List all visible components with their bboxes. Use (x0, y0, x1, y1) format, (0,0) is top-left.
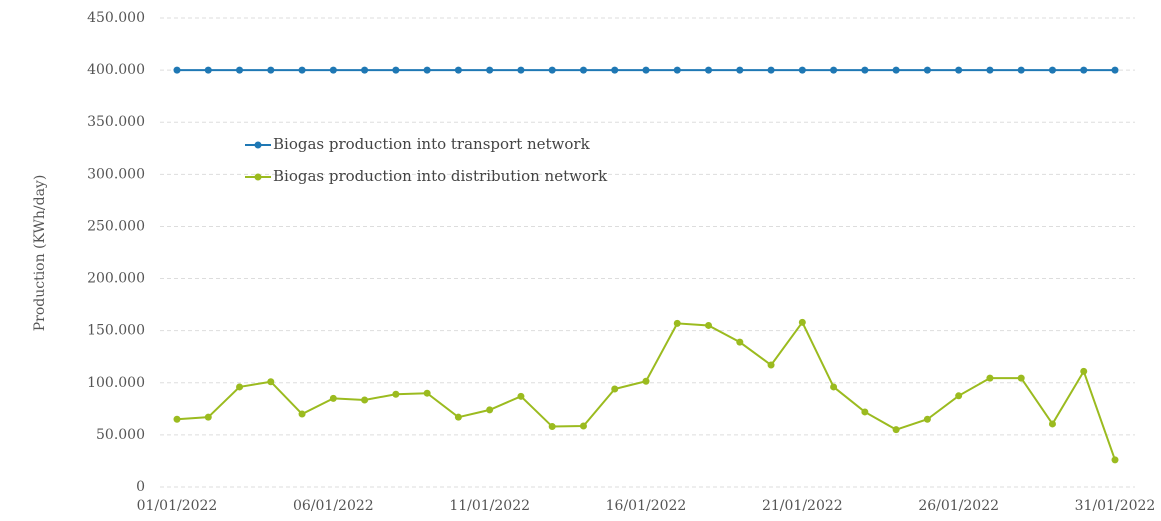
data-point (204, 413, 212, 421)
data-point (267, 66, 275, 74)
data-point (611, 66, 619, 74)
data-point (986, 66, 994, 74)
y-tick-label: 50.000 (96, 427, 145, 443)
data-point (830, 66, 838, 74)
data-point (1048, 420, 1056, 428)
data-point (861, 66, 869, 74)
data-point (579, 422, 587, 430)
data-point (736, 338, 744, 346)
data-point (705, 321, 713, 329)
data-point (548, 66, 556, 74)
data-point (548, 423, 556, 431)
data-point (392, 390, 400, 398)
data-point (673, 319, 681, 327)
data-point (767, 361, 775, 369)
y-tick-label: 100.000 (87, 375, 145, 391)
data-point (767, 66, 775, 74)
x-tick-label: 11/01/2022 (449, 498, 530, 514)
data-point (361, 396, 369, 404)
y-tick-label: 250.000 (87, 218, 145, 234)
x-tick-label: 01/01/2022 (137, 498, 218, 514)
data-point (517, 66, 525, 74)
data-point (486, 406, 494, 414)
data-point (1048, 66, 1056, 74)
data-point (1111, 456, 1119, 464)
data-point (298, 66, 306, 74)
data-point (204, 66, 212, 74)
y-tick-label: 200.000 (87, 271, 145, 287)
data-point (830, 383, 838, 391)
data-point (173, 66, 181, 74)
data-point (923, 66, 931, 74)
data-point (736, 66, 744, 74)
data-point (986, 374, 994, 382)
data-point (705, 66, 713, 74)
legend-marker (254, 141, 262, 149)
data-point (955, 392, 963, 400)
data-point (1080, 367, 1088, 375)
data-point (642, 377, 650, 385)
data-point (642, 66, 650, 74)
data-point (173, 415, 181, 423)
data-point (892, 426, 900, 434)
data-point (329, 66, 337, 74)
data-point (798, 318, 806, 326)
data-point (329, 394, 337, 402)
data-point (861, 408, 869, 416)
data-point (298, 410, 306, 418)
x-tick-label: 16/01/2022 (606, 498, 687, 514)
y-tick-label: 400.000 (87, 62, 145, 78)
data-point (423, 66, 431, 74)
data-point (1017, 374, 1025, 382)
x-tick-label: 31/01/2022 (1075, 498, 1156, 514)
data-point (1111, 66, 1119, 74)
data-point (517, 392, 525, 400)
data-point (236, 66, 244, 74)
data-point (1080, 66, 1088, 74)
y-tick-label: 150.000 (87, 323, 145, 339)
data-point (454, 66, 462, 74)
series-line (176, 320, 1116, 461)
data-point (454, 413, 462, 421)
y-tick-label: 450.000 (87, 10, 145, 26)
legend-marker (254, 173, 262, 181)
data-point (955, 66, 963, 74)
x-tick-label: 21/01/2022 (762, 498, 843, 514)
x-tick-label: 06/01/2022 (293, 498, 374, 514)
data-point (423, 389, 431, 397)
data-point (361, 66, 369, 74)
y-tick-label: 350.000 (87, 114, 145, 130)
legend-label: Biogas production into transport network (273, 135, 591, 153)
data-point (392, 66, 400, 74)
data-point (1017, 66, 1025, 74)
y-axis-label: Production (KWh/day) (32, 175, 48, 332)
data-point (798, 66, 806, 74)
x-tick-label: 26/01/2022 (918, 498, 999, 514)
data-point (892, 66, 900, 74)
data-point (486, 66, 494, 74)
data-point (673, 66, 681, 74)
y-tick-label: 300.000 (87, 166, 145, 182)
legend-label: Biogas production into distribution netw… (273, 167, 608, 185)
data-point (579, 66, 587, 74)
data-point (611, 385, 619, 393)
y-tick-label: 0 (136, 479, 145, 495)
data-point (267, 378, 275, 386)
data-point (236, 383, 244, 391)
data-point (923, 415, 931, 423)
